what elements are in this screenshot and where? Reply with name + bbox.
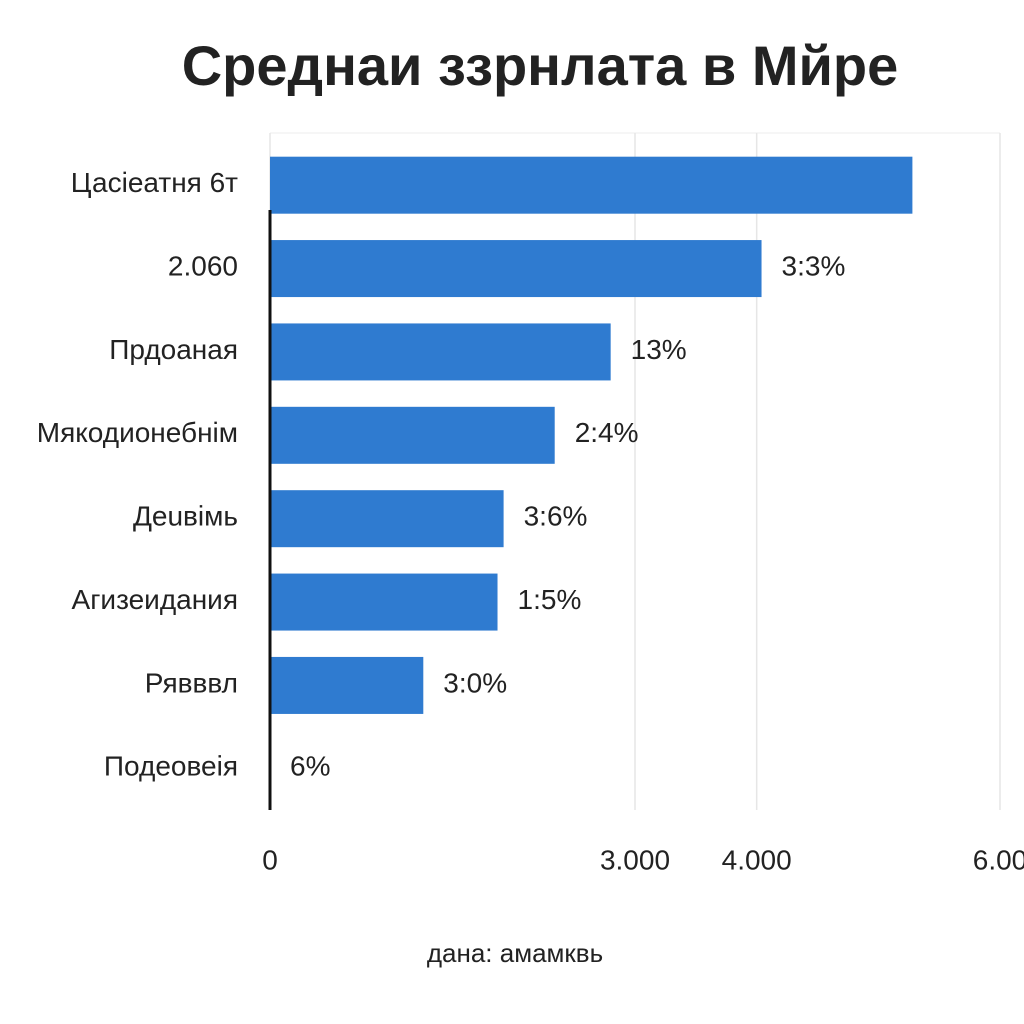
value-label: 2:4%	[575, 417, 639, 448]
value-label: 6%	[290, 751, 330, 782]
bar	[270, 656, 424, 714]
y-tick-label: Мякодионебнім	[37, 417, 238, 448]
y-tick-label: 2.060	[168, 250, 238, 281]
y-tick-label: Цасіеатня 6т	[71, 167, 238, 198]
value-label: 3:3%	[782, 250, 846, 281]
bar	[270, 240, 762, 298]
y-tick-label: Прдоаная	[109, 334, 238, 365]
y-tick-label: Деuвімь	[133, 501, 238, 532]
bar	[270, 490, 504, 548]
x-tick-label: 0	[262, 844, 278, 875]
bar	[270, 406, 555, 464]
bar	[270, 156, 913, 214]
value-label: 3:0%	[443, 667, 507, 698]
y-tick-label: Подеовеія	[104, 751, 238, 782]
value-label: 13%	[631, 334, 687, 365]
x-tick-label: 3.000	[600, 844, 670, 875]
value-label: 1:5%	[518, 584, 582, 615]
value-label: 3:6%	[524, 501, 588, 532]
bar	[270, 323, 611, 381]
x-axis-label: дана: амамквь	[427, 938, 603, 968]
x-tick-label: 6.00	[973, 844, 1024, 875]
bar	[270, 573, 498, 631]
y-tick-label: Рявввл	[145, 667, 238, 698]
x-tick-label: 4.000	[722, 844, 792, 875]
y-tick-label: Агизеидания	[72, 584, 238, 615]
chart-title: Среднаи ззрнлата в Мйре	[182, 34, 899, 97]
